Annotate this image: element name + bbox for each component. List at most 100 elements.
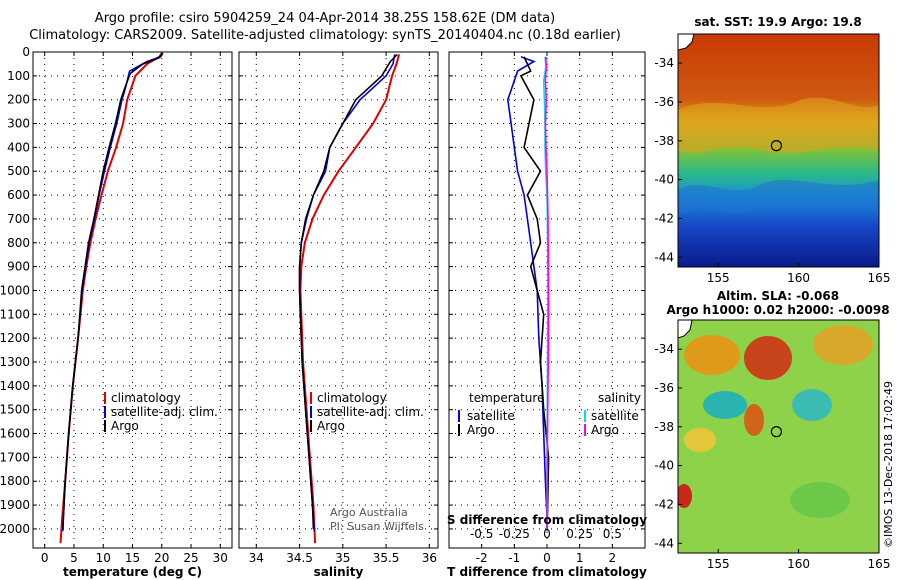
x-tick-label: 36 [422, 551, 437, 565]
map-x-tick-label: 160 [787, 271, 810, 285]
y-tick-label: 300 [7, 117, 30, 131]
x-axis-label: T difference from climatology [447, 565, 647, 579]
x-tick-label: -1 [508, 551, 520, 565]
top-tick-label: 0 [543, 527, 551, 541]
x-axis-label: temperature (deg C) [63, 565, 202, 579]
salinity-panel: 34 34.5 35 35.5 36 salinity climatologysatelli… [238, 51, 439, 579]
legend-label: satellite-adj. clim. [317, 405, 424, 419]
legend-title-temperature: temperature [469, 391, 544, 405]
pi-text: PI: Susan Wijffels [330, 520, 424, 533]
top-tick-label: 0.25 [566, 527, 593, 541]
map-x-tick-label: 155 [707, 271, 730, 285]
y-tick-label: 1700 [0, 450, 30, 464]
legend-label: Argo [111, 419, 139, 433]
sst-argo-marker [770, 140, 783, 152]
map-x-tick-label: 165 [868, 557, 891, 571]
legend-label: Argo [467, 423, 495, 437]
y-tick-label: 1800 [0, 474, 30, 488]
x-axis-label: salinity [314, 565, 364, 579]
title-line2: Climatology: CARS2009. Satellite-adjuste… [29, 28, 621, 43]
y-tick-label: 500 [7, 164, 30, 178]
sla-argo-marker [770, 426, 783, 438]
top-axis-label: S difference from climatology [447, 513, 647, 527]
sla-cold-eddy-1 [703, 391, 747, 419]
series-t-satellite [506, 56, 548, 532]
panel-frame [32, 51, 233, 549]
y-tick-label: 900 [7, 260, 30, 274]
sla-yellow-patch [684, 428, 716, 452]
map-y-tick-label: -38 [654, 134, 674, 148]
temperature-panel: 0100200300400500600700800900100011001200… [0, 45, 233, 579]
series-argo [298, 53, 398, 529]
map-y-tick-label: -36 [654, 95, 674, 109]
sst-frame [677, 33, 880, 268]
x-tick-label: 0 [41, 551, 49, 565]
x-tick-label: 34 [249, 551, 264, 565]
sst-axes: 155 160 165 -34 -36 -38 -40 -42 -44 [654, 56, 890, 285]
y-tick-label: 2000 [0, 522, 30, 536]
y-tick-label: 1500 [0, 403, 30, 417]
x-tick-label: 30 [213, 551, 228, 565]
map-y-tick-label: -38 [654, 420, 674, 434]
sla-map: Altim. SLA: -0.068 Argo h1000: 0.02 h200… [654, 289, 890, 571]
sla-red-patch [678, 484, 692, 508]
legend-label: satellite [591, 409, 639, 423]
x-tick-label: 5 [70, 551, 78, 565]
sla-warm-ring-2 [744, 336, 792, 380]
sla-cold-eddy-2 [792, 389, 832, 421]
series-climatology [59, 52, 163, 544]
y-tick-label: 0 [22, 45, 30, 59]
y-tick-label: 200 [7, 93, 30, 107]
x-tick-label: -2 [476, 551, 488, 565]
sst-cool-patch [678, 180, 879, 215]
x-tick-label: 1 [576, 551, 584, 565]
sla-warm-ring-3 [813, 325, 873, 365]
sla-warm-ring-1 [684, 335, 740, 375]
sla-warm-eddy [744, 404, 764, 436]
sla-subtitle: Argo h1000: 0.02 h2000: -0.0098 [666, 303, 889, 317]
sst-warm-patch [678, 97, 879, 153]
sla-axes: 155 160 165 -34 -36 -38 -40 -42 -44 [654, 342, 890, 571]
legend-label: Argo [591, 423, 619, 437]
legend-label: Argo [317, 419, 345, 433]
x-tick-label: 10 [96, 551, 111, 565]
map-x-tick-label: 165 [868, 271, 891, 285]
map-y-tick-label: -34 [654, 342, 674, 356]
x-tick-label: 35 [335, 551, 350, 565]
map-y-tick-label: -42 [654, 497, 674, 511]
y-tick-label: 1000 [0, 283, 30, 297]
credit-text: Argo Australia [330, 506, 408, 519]
sla-title: Altim. SLA: -0.068 [717, 289, 839, 303]
sst-map: sat. SST: 19.9 Argo: 19.8 155 160 165 -34 -3… [654, 15, 890, 285]
series-satellite-adj-clim- [298, 54, 396, 532]
top-tick-label: -0.5 [470, 527, 493, 541]
difference-panel: -2 -1 0 1 2T difference from climatology S di… [447, 51, 647, 579]
y-tick-label: 600 [7, 188, 30, 202]
sla-frame [677, 319, 880, 554]
legend-label: satellite [467, 409, 515, 423]
title-line1: Argo profile: csiro 5904259_24 04-Apr-20… [95, 11, 555, 26]
map-y-tick-label: -40 [654, 173, 674, 187]
map-y-tick-label: -40 [654, 459, 674, 473]
y-tick-label: 400 [7, 140, 30, 154]
series-satellite-adj-clim- [62, 52, 164, 532]
map-y-tick-label: -42 [654, 211, 674, 225]
sst-coast [678, 34, 695, 51]
map-y-tick-label: -34 [654, 56, 674, 70]
x-tick-label: 35.5 [373, 551, 400, 565]
series-argo [62, 52, 163, 529]
imos-stamp: ©IMOS 13-Dec-2018 17:02:49 [882, 381, 895, 548]
x-tick-label: 20 [154, 551, 169, 565]
y-tick-label: 700 [7, 212, 30, 226]
y-tick-label: 1100 [0, 307, 30, 321]
legend-label: climatology [111, 391, 181, 405]
x-tick-label: 0 [543, 551, 551, 565]
map-y-tick-label: -36 [654, 381, 674, 395]
top-tick-label: -0.25 [499, 527, 530, 541]
y-tick-label: 1400 [0, 379, 30, 393]
sst-title: sat. SST: 19.9 Argo: 19.8 [694, 15, 861, 29]
sla-green-patch [790, 482, 850, 518]
map-x-tick-label: 155 [707, 557, 730, 571]
legend-title-salinity: salinity [598, 391, 641, 405]
